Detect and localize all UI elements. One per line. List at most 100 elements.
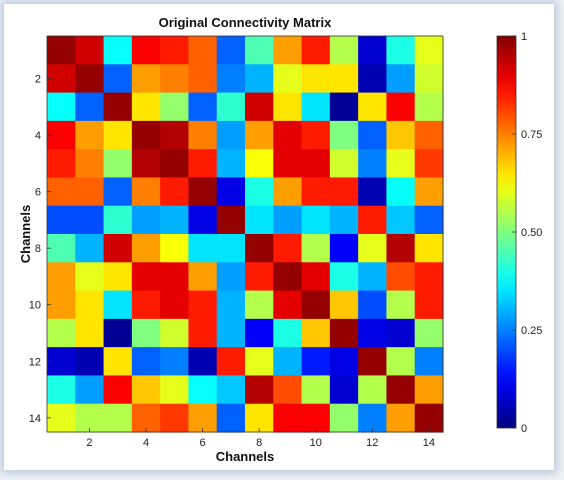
- heatmap-cell: [358, 36, 388, 65]
- heatmap-cell: [414, 375, 444, 405]
- heatmap-cell: [47, 120, 76, 150]
- heatmap-cell: [103, 64, 133, 94]
- heatmap-cell: [131, 149, 161, 179]
- heatmap-cell: [216, 347, 246, 377]
- heatmap-cell: [216, 92, 246, 122]
- heatmap-cell: [216, 403, 246, 433]
- heatmap-cell: [358, 177, 388, 207]
- heatmap-cell: [131, 403, 161, 433]
- heatmap-cell: [386, 347, 416, 377]
- heatmap-cell: [386, 120, 416, 150]
- heatmap-cell: [131, 318, 161, 348]
- heatmap-cell: [386, 262, 416, 292]
- heatmap-cell: [329, 262, 359, 292]
- heatmap-cell: [273, 262, 303, 292]
- heatmap-cell: [245, 347, 274, 377]
- heatmap-cell: [75, 120, 105, 150]
- heatmap-cell: [103, 290, 133, 320]
- heatmap-cell: [75, 36, 105, 65]
- heatmap-cell: [386, 205, 416, 235]
- heatmap-cell: [188, 36, 218, 65]
- heatmap-cell: [414, 347, 444, 377]
- heatmap-cell: [329, 149, 359, 179]
- heatmap-cell: [386, 36, 416, 65]
- heatmap-cell: [245, 149, 274, 179]
- heatmap-cell: [358, 64, 388, 94]
- plot-border: [46, 35, 444, 433]
- heatmap-cell: [216, 64, 246, 94]
- heatmap-cell: [245, 64, 274, 94]
- colorbar-tick-label: 0: [521, 423, 527, 435]
- heatmap-cell: [103, 403, 133, 433]
- heatmap-cell: [329, 290, 359, 320]
- heatmap-cell: [188, 318, 218, 348]
- heatmap-cell: [273, 205, 303, 235]
- heatmap-cell: [245, 120, 274, 150]
- heatmap-cell: [245, 318, 274, 348]
- heatmap-cell: [301, 92, 331, 122]
- heatmap-cell: [358, 375, 388, 405]
- heatmap-cell: [386, 149, 416, 179]
- x-tick-label: 12: [366, 437, 378, 449]
- heatmap-cell: [75, 177, 105, 207]
- heatmap-cell: [188, 92, 218, 122]
- heatmap-cell: [47, 262, 76, 292]
- heatmap-cell: [329, 403, 359, 433]
- heatmap-cell: [103, 375, 133, 405]
- x-tick-label: 8: [256, 437, 262, 449]
- heatmap-cell: [273, 403, 303, 433]
- heatmap-cell: [329, 375, 359, 405]
- heatmap-cell: [216, 375, 246, 405]
- heatmap-cell: [386, 403, 416, 433]
- heatmap-cell: [103, 149, 133, 179]
- heatmap-cell: [160, 177, 190, 207]
- heatmap-cell: [386, 318, 416, 348]
- heatmap-cell: [245, 375, 274, 405]
- heatmap-cell: [216, 318, 246, 348]
- heatmap-cell: [329, 64, 359, 94]
- heatmap-cell: [75, 205, 105, 235]
- heatmap-cell: [358, 318, 388, 348]
- heatmap-cell: [245, 92, 274, 122]
- heatmap-cell: [131, 36, 161, 65]
- heatmap-cell: [301, 36, 331, 65]
- heatmap-cell: [160, 375, 190, 405]
- heatmap-cell: [414, 149, 444, 179]
- heatmap-cell: [103, 92, 133, 122]
- heatmap-cell: [75, 318, 105, 348]
- heatmap-cell: [273, 290, 303, 320]
- heatmap-cell: [386, 290, 416, 320]
- heatmap-cell: [160, 64, 190, 94]
- heatmap-cell: [160, 92, 190, 122]
- heatmap-cell: [131, 64, 161, 94]
- heatmap-cell: [414, 92, 444, 122]
- heatmap-cell: [160, 36, 190, 65]
- heatmap-cell: [216, 262, 246, 292]
- heatmap-cell: [188, 120, 218, 150]
- heatmap-cell: [273, 92, 303, 122]
- heatmap-cell: [245, 290, 274, 320]
- heatmap-cell: [301, 64, 331, 94]
- heatmap-cell: [301, 149, 331, 179]
- heatmap-cell: [301, 262, 331, 292]
- heatmap-cell: [245, 234, 274, 263]
- heatmap-cell: [216, 205, 246, 235]
- heatmap-cell: [75, 92, 105, 122]
- heatmap-cell: [47, 318, 76, 348]
- heatmap-cell: [188, 403, 218, 433]
- heatmap-cell: [75, 290, 105, 320]
- heatmap-cell: [358, 149, 388, 179]
- heatmap-cell: [273, 318, 303, 348]
- heatmap-cell: [47, 403, 76, 433]
- heatmap-cell: [103, 36, 133, 65]
- heatmap-cell: [188, 64, 218, 94]
- heatmap-cell: [329, 234, 359, 263]
- colorbar-tick-label: 1: [521, 31, 527, 43]
- heatmap-cell: [131, 290, 161, 320]
- heatmap-cell: [47, 375, 76, 405]
- heatmap-cell: [216, 290, 246, 320]
- heatmap-cell: [160, 403, 190, 433]
- heatmap-cell: [301, 318, 331, 348]
- heatmap-cell: [245, 403, 274, 433]
